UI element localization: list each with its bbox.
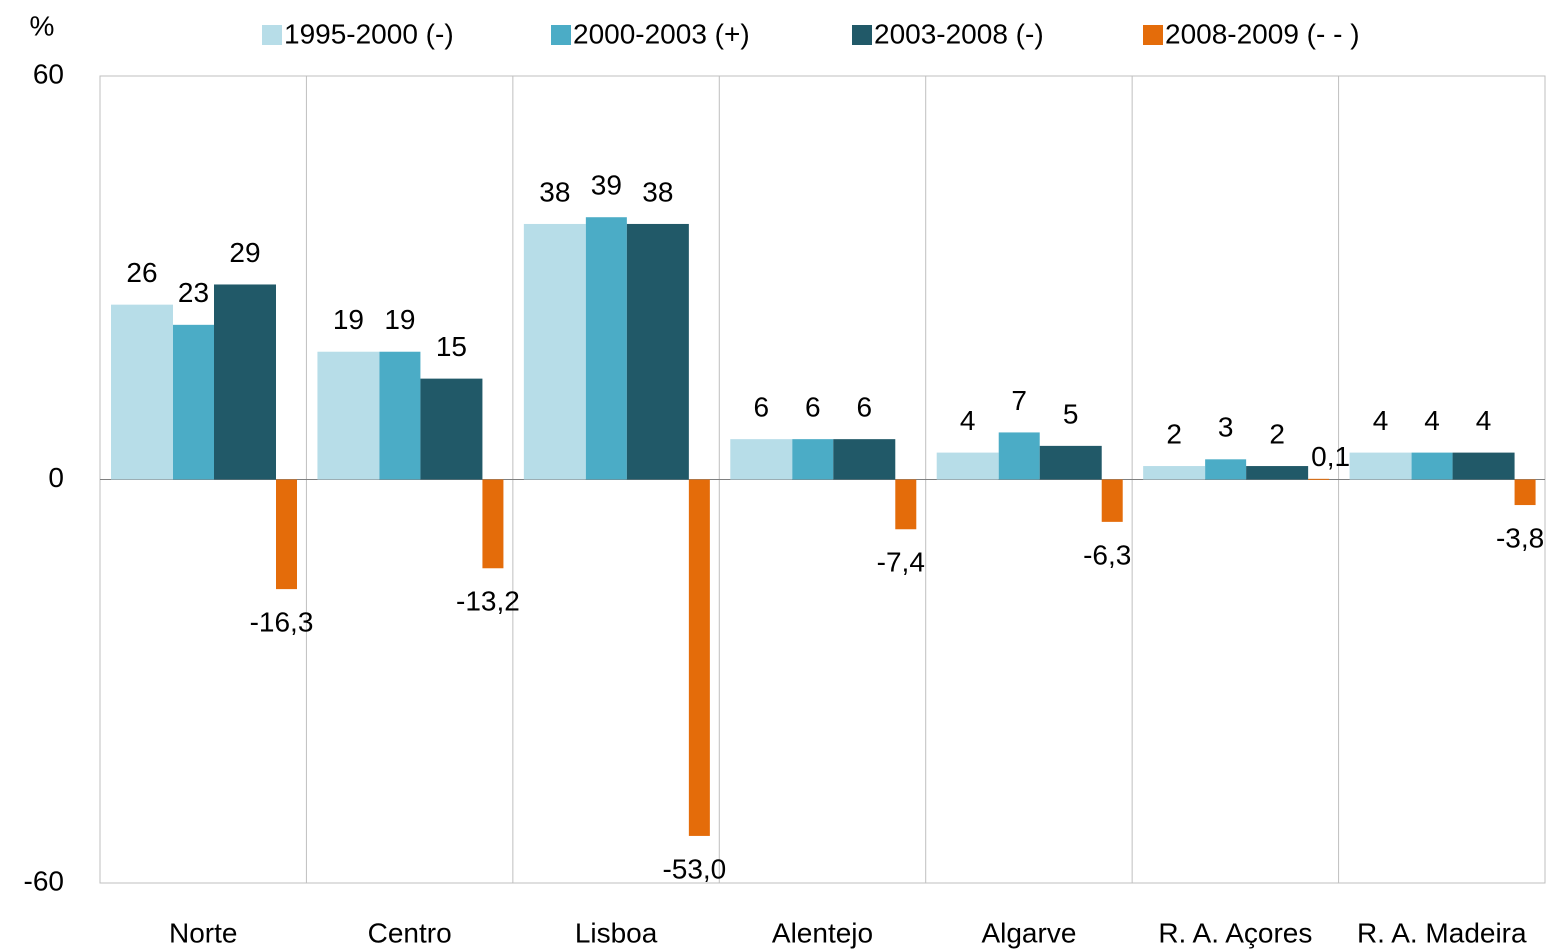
data-label: -7,4: [877, 547, 925, 578]
bar: [317, 351, 380, 480]
bar: [420, 378, 483, 480]
bar: [792, 439, 834, 480]
data-label: 2: [1166, 418, 1182, 449]
legend-label: 1995-2000 (-): [284, 18, 454, 49]
bar: [1411, 452, 1453, 480]
legend-swatch: [1143, 25, 1163, 45]
data-label: -53,0: [662, 853, 726, 884]
legend-label: 2008-2009 (- - ): [1165, 18, 1360, 49]
bar: [1101, 479, 1123, 522]
data-label: 38: [539, 176, 570, 207]
data-label: 7: [1011, 385, 1027, 416]
data-label: 38: [642, 176, 673, 207]
x-tick-label: Norte: [169, 917, 237, 948]
bar: [585, 217, 627, 480]
data-label: 2: [1269, 418, 1285, 449]
y-tick-label: 0: [48, 462, 64, 493]
bar: [482, 479, 504, 569]
data-label: 6: [856, 392, 872, 423]
bar: [1205, 459, 1247, 480]
bar: [1039, 445, 1102, 480]
bar: [1349, 452, 1412, 480]
data-label: -6,3: [1083, 539, 1131, 570]
legend-swatch: [262, 25, 282, 45]
y-tick-label: 60: [33, 58, 64, 89]
bar: [833, 439, 896, 480]
legend-label: 2000-2003 (+): [573, 18, 750, 49]
data-label: 5: [1063, 398, 1079, 429]
bar: [730, 439, 793, 480]
data-label: 4: [960, 405, 976, 436]
data-label: 23: [178, 277, 209, 308]
bar: [1143, 466, 1206, 480]
bar: [276, 479, 297, 590]
bar: [688, 479, 710, 836]
bar: [173, 324, 214, 480]
bar: [626, 223, 689, 480]
data-label: -16,3: [250, 607, 314, 638]
data-label: 19: [384, 304, 415, 335]
data-label: 26: [126, 257, 157, 288]
data-label: 39: [591, 170, 622, 201]
x-tick-label: Alentejo: [772, 917, 873, 948]
data-label: 29: [229, 237, 260, 268]
x-tick-label: R. A. Madeira: [1357, 917, 1527, 948]
data-label: 4: [1373, 405, 1389, 436]
data-label: 15: [436, 331, 467, 362]
bar: [998, 432, 1040, 480]
data-label: 6: [805, 392, 821, 423]
legend-swatch: [551, 25, 571, 45]
legend-label: 2003-2008 (-): [874, 18, 1044, 49]
bar: [936, 452, 999, 480]
bar: [111, 304, 173, 480]
data-label: 19: [333, 304, 364, 335]
x-tick-label: Algarve: [981, 917, 1076, 948]
data-label: -13,2: [456, 586, 520, 617]
y-tick-label: -60: [24, 865, 64, 896]
data-label: 0,1: [1311, 441, 1350, 472]
bar: [379, 351, 421, 480]
data-label: 3: [1218, 412, 1234, 443]
data-label: 4: [1476, 405, 1492, 436]
legend-swatch: [852, 25, 872, 45]
bar: [523, 223, 586, 480]
data-label: 4: [1424, 405, 1440, 436]
bar: [895, 479, 917, 530]
bar: [1514, 479, 1536, 506]
bar: [1308, 478, 1330, 480]
x-tick-label: Centro: [368, 917, 452, 948]
bar: [1452, 452, 1515, 480]
bar: [1246, 466, 1309, 480]
y-axis-label: %: [30, 10, 55, 41]
data-label: -3,8: [1496, 522, 1544, 553]
x-tick-label: Lisboa: [575, 917, 658, 948]
x-tick-label: R. A. Açores: [1158, 917, 1312, 948]
data-label: 6: [753, 392, 769, 423]
bar: [214, 284, 276, 480]
